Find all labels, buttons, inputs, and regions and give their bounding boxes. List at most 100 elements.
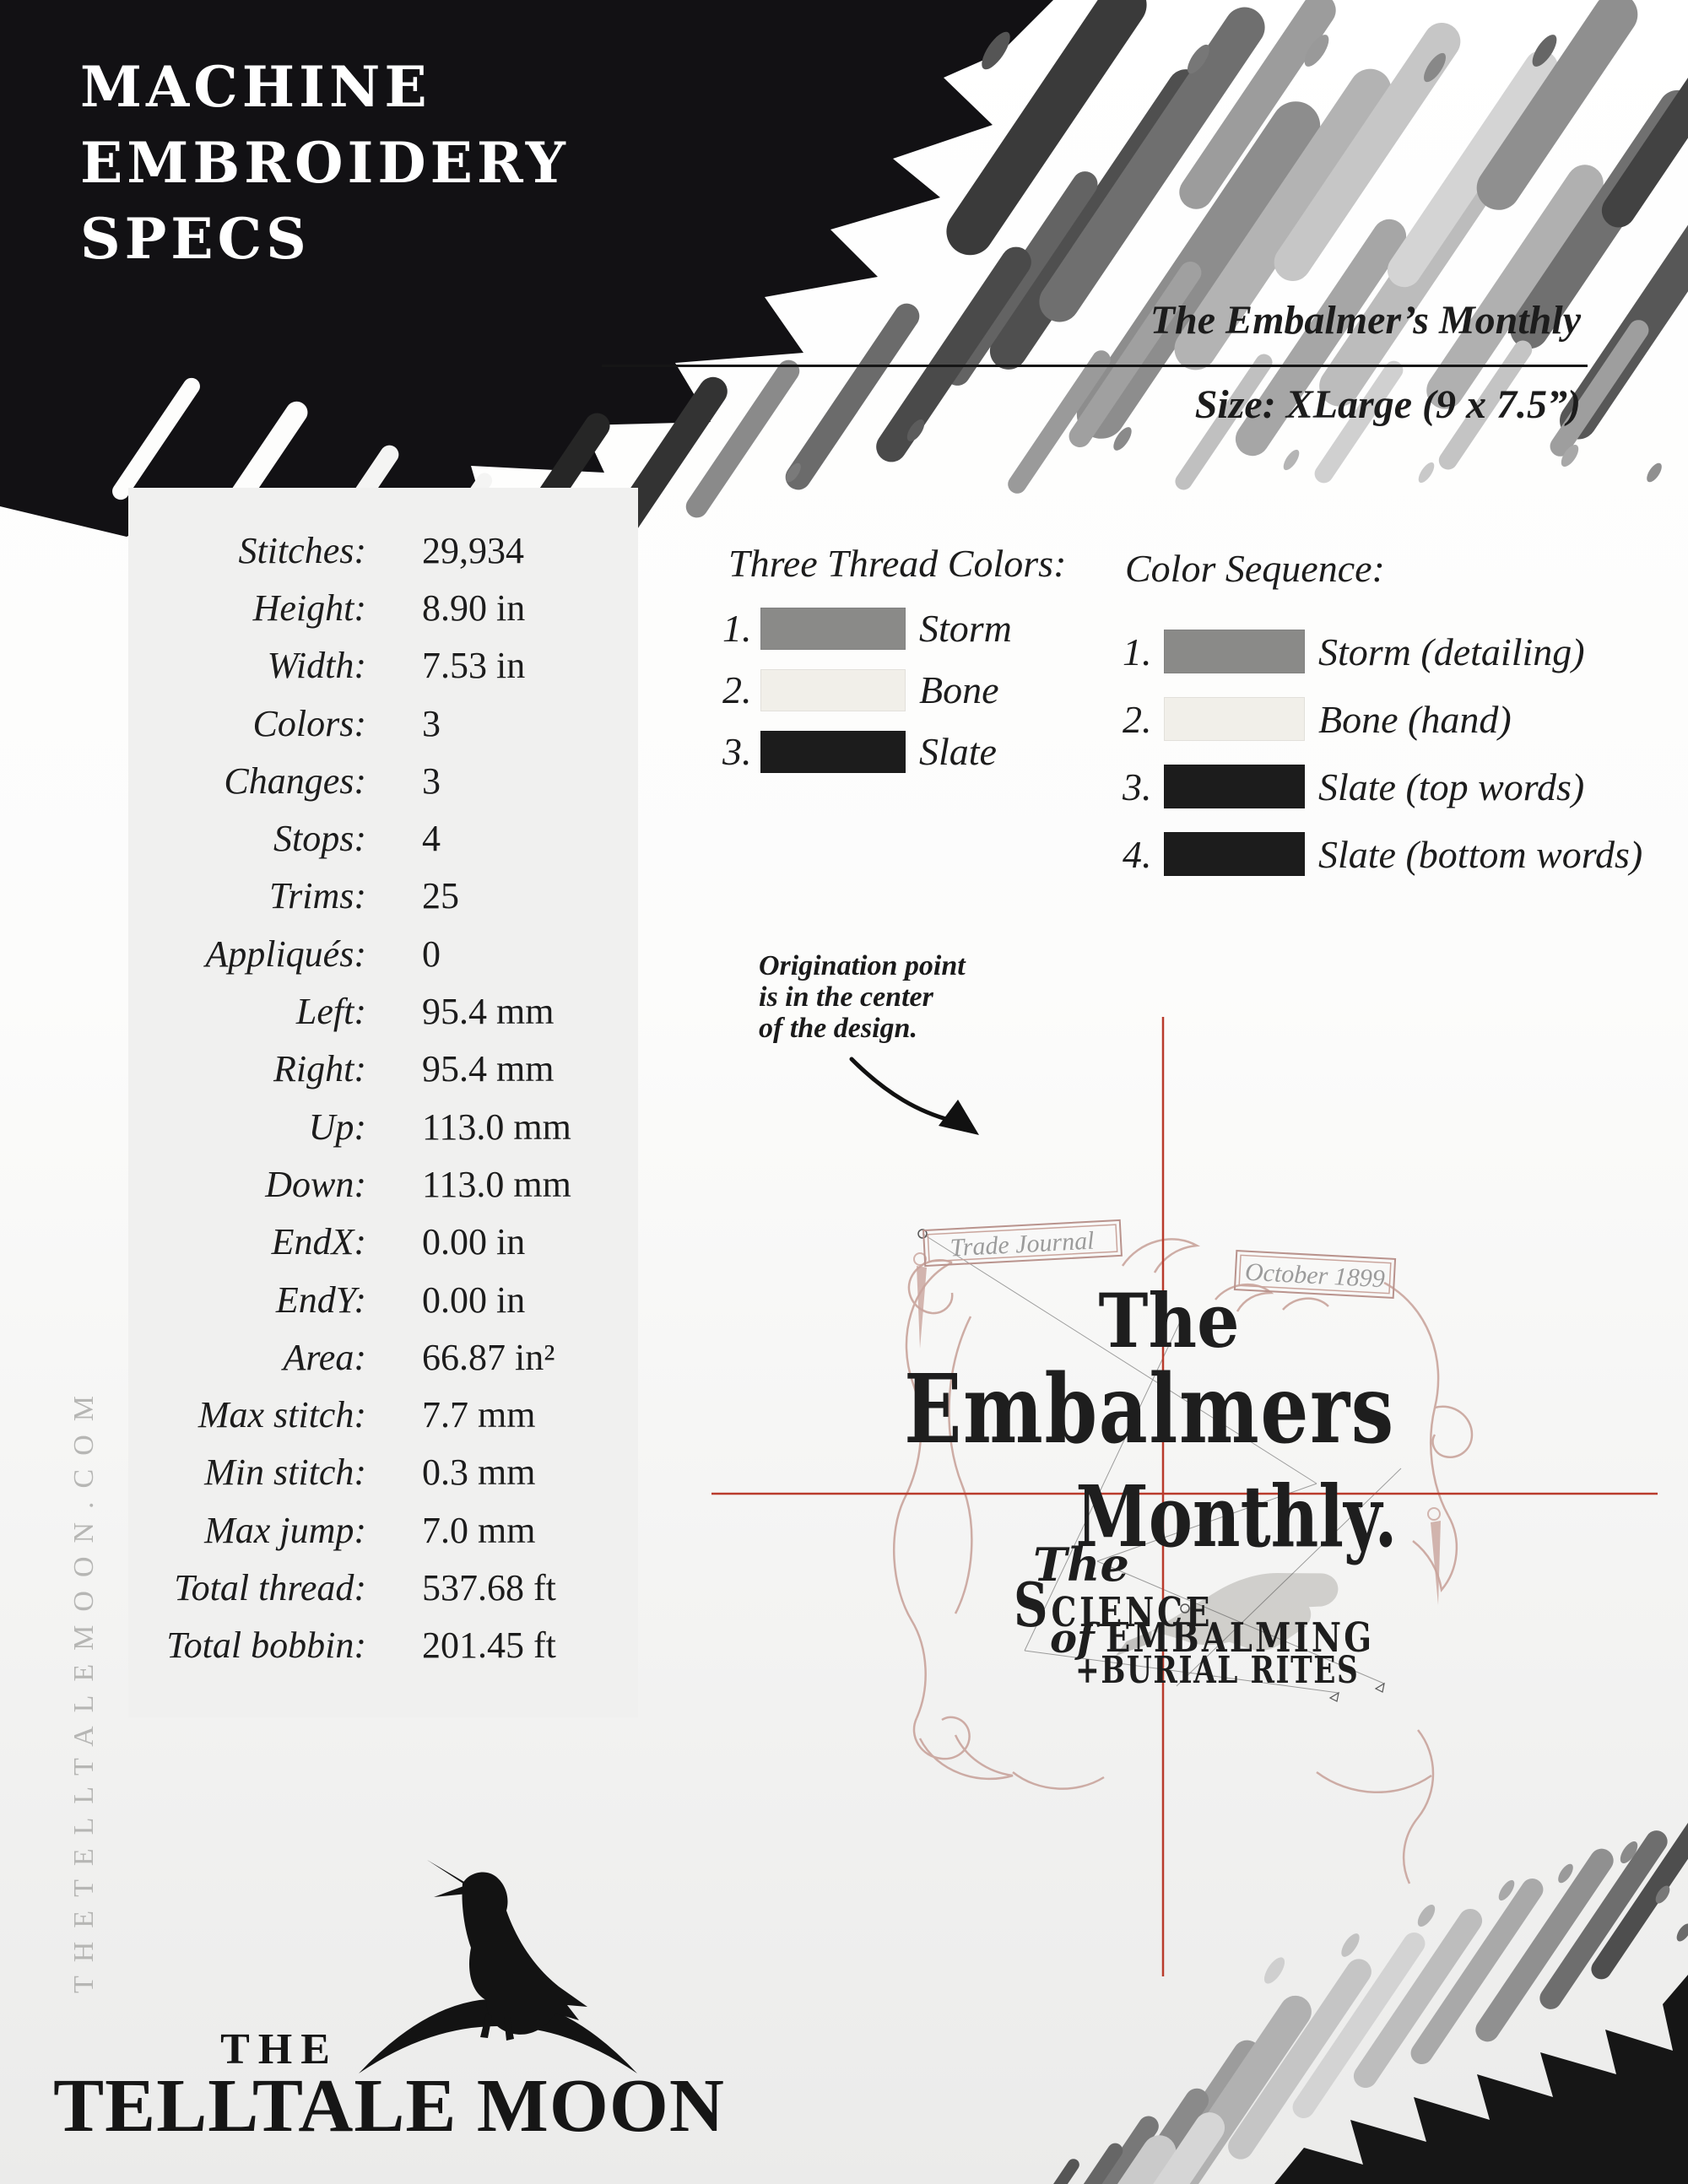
sequence-name: Slate (top words): [1318, 765, 1585, 808]
sequence-name: Storm (detailing): [1318, 630, 1585, 673]
item-number: 3.: [722, 730, 752, 773]
stat-value: 95.4 mm: [422, 1048, 555, 1090]
bottom-splash-black: [1274, 1975, 1688, 2184]
sequence-item: 4. Slate (bottom words): [1123, 820, 1642, 888]
stats-panel: Stitches: 29,934 Height: 8.90 in Width: 7.5…: [128, 488, 638, 1717]
bottom-paint-splash: [1022, 1814, 1688, 2184]
stitch-markers: [917, 1229, 1385, 1702]
thread-colors-heading: Three Thread Colors:: [728, 542, 1067, 585]
item-number: 3.: [1123, 765, 1152, 808]
stat-row: Trims: 25: [128, 868, 638, 925]
thread-color-item: 3. Slate: [722, 721, 1012, 782]
sequence-swatch-storm: [1164, 630, 1305, 673]
stat-value: 0: [422, 933, 441, 975]
stat-label: EndX:: [271, 1221, 366, 1263]
stat-value: 4: [422, 818, 441, 860]
page-title: MACHINE EMBROIDERY SPECS: [80, 49, 570, 277]
stat-label: Stitches:: [238, 529, 366, 571]
stat-row: Colors: 3: [128, 695, 638, 752]
origination-note-line2: is in the center: [759, 981, 933, 1013]
stat-value: 7.0 mm: [422, 1509, 536, 1551]
stat-value: 113.0 mm: [422, 1163, 571, 1205]
ornament-pendants: [913, 1252, 1441, 1605]
sequence-swatch-slate-bottom: [1164, 832, 1305, 876]
stat-label: Total thread:: [174, 1566, 366, 1608]
stat-row: Max stitch: 7.7 mm: [128, 1386, 638, 1443]
stat-row: Total bobbin: 201.45 ft: [128, 1617, 638, 1674]
origination-note-line1: Origination point: [759, 950, 966, 981]
stat-label: Colors:: [252, 702, 366, 744]
stat-row: Down: 113.0 mm: [128, 1155, 638, 1213]
stat-row: Stitches: 29,934: [128, 522, 638, 579]
travel-lines: [922, 1233, 1402, 1694]
item-number: 1.: [722, 607, 752, 650]
sequence-swatch-bone: [1164, 697, 1305, 741]
stat-label: Left:: [295, 991, 366, 1033]
design-word-burial-rites: +BURIAL RITES: [1075, 1649, 1360, 1692]
page-title-line3: SPECS: [80, 206, 311, 272]
stat-label: Total bobbin:: [166, 1624, 366, 1667]
design-word-embalmers: Embalmers: [904, 1354, 1395, 1465]
stat-row: Min stitch: 0.3 mm: [128, 1444, 638, 1501]
banner-october-1899: October 1899: [1233, 1250, 1397, 1299]
stat-value: 0.3 mm: [422, 1451, 536, 1494]
color-sequence-list: 1. Storm (detailing) 2. Bone (hand) 3. S…: [1123, 618, 1642, 888]
stat-row: Left: 95.4 mm: [128, 982, 638, 1040]
stat-row: Height: 8.90 in: [128, 579, 638, 636]
stat-label: Stops:: [273, 818, 366, 860]
color-sequence-heading: Color Sequence:: [1125, 547, 1385, 590]
stat-row: Changes: 3: [128, 752, 638, 809]
stat-row: Appliqués: 0: [128, 925, 638, 982]
stat-row: Stops: 4: [128, 809, 638, 867]
hand-pen-silhouette: [1115, 1573, 1339, 1657]
item-number: 1.: [1123, 630, 1152, 673]
origination-note-line3: of the design.: [759, 1013, 917, 1044]
stat-row: EndX: 0.00 in: [128, 1214, 638, 1271]
color-name: Bone: [919, 668, 999, 711]
top-paint-splash: [0, 0, 1688, 557]
item-number: 2.: [722, 668, 752, 711]
stat-value: 201.45 ft: [422, 1624, 556, 1667]
stat-label: Width:: [267, 645, 366, 687]
design-word-of: of: [1050, 1615, 1095, 1662]
moon-icon: [359, 1998, 637, 2073]
stat-row: Up: 113.0 mm: [128, 1098, 638, 1155]
stat-value: 66.87 in²: [422, 1336, 555, 1378]
stat-value: 8.90 in: [422, 587, 526, 629]
thread-color-item: 2. Bone: [722, 659, 1012, 721]
design-title: The Embalmer’s Monthly: [1150, 298, 1581, 343]
design-word-the: The: [1098, 1277, 1240, 1365]
website-vertical-text: THETELLTALEMOON.COM: [68, 1381, 100, 1994]
stat-label: Up:: [308, 1106, 366, 1148]
thread-color-item: 1. Storm: [722, 597, 1012, 659]
sequence-name: Slate (bottom words): [1318, 832, 1643, 876]
origination-note: Origination point is in the center of th…: [759, 950, 966, 1044]
banner-trade-journal: Trade Journal: [922, 1219, 1123, 1268]
stat-label: Height:: [252, 587, 366, 629]
bottom-splash-specks: [1263, 1841, 1688, 1984]
stat-label: EndY:: [275, 1279, 366, 1321]
design-word-embalming: EMBALMING: [1106, 1614, 1375, 1662]
logo-brand-name: TELLTALE MOON: [53, 2064, 725, 2148]
stat-label: Right:: [273, 1048, 366, 1090]
sequence-name: Bone (hand): [1318, 697, 1512, 741]
design-word-science: SCIENCE: [1014, 1569, 1214, 1641]
item-number: 4.: [1123, 832, 1152, 876]
stat-label: Max jump:: [204, 1509, 366, 1551]
ornament-scrollwork: [893, 1238, 1474, 1884]
sequence-item: 1. Storm (detailing): [1123, 618, 1642, 685]
header-divider: [602, 365, 1588, 367]
crow-icon: [427, 1860, 587, 2041]
item-number: 2.: [1123, 697, 1152, 741]
arrow-icon: [849, 1057, 979, 1135]
color-swatch-bone: [760, 668, 906, 711]
thread-colors-list: 1. Storm 2. Bone 3. Slate: [722, 597, 1012, 782]
stat-value: 537.68 ft: [422, 1566, 556, 1608]
stat-value: 0.00 in: [422, 1221, 526, 1263]
size-label: Size: XLarge (9 x 7.5”): [1194, 382, 1581, 427]
splash-black-mass: [0, 0, 1053, 543]
design-word-monthly: Monthly.: [1075, 1467, 1398, 1566]
stat-label: Down:: [265, 1163, 366, 1205]
